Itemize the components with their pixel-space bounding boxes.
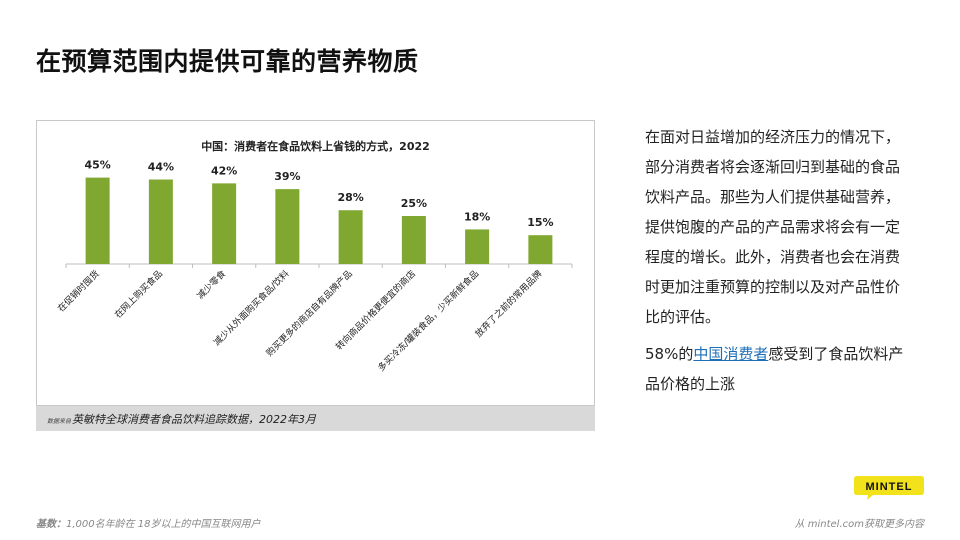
note-suffix: 感受到了食品饮料产品价格的上涨 [645, 345, 904, 393]
data-label: 42% [211, 164, 237, 177]
chart-panel: 中国：消费者在食品饮料上省钱的方式，2022 45% 在促销时囤货 44% 在网上购买… [36, 120, 595, 406]
base-text: 1,000名年龄在 18岁以上的中国互联网用户 [66, 519, 261, 530]
data-label: 28% [337, 191, 363, 204]
logo-speech-bubble [854, 476, 924, 500]
slide-title: 在预算范围内提供可靠的营养物质 [36, 47, 419, 76]
category-label: 多买冷冻/罐装食品，少买新鲜食品 [375, 268, 481, 374]
data-label: 45% [84, 159, 110, 172]
chart-title: 中国：消费者在食品饮料上省钱的方式，2022 [201, 140, 430, 153]
bar [212, 183, 237, 264]
mintel-logo[interactable]: MINTEL [853, 473, 925, 501]
base-note: 基数：1,000名年龄在 18岁以上的中国互联网用户 [36, 515, 261, 530]
side-note: 58%的中国消费者感受到了食品饮料产品价格的上涨 [645, 339, 910, 399]
bar [401, 216, 426, 264]
bar-chart: 45%在促销时囤货44%在网上购买食品42%减少零食39%减少从外面购买食品/饮… [55, 159, 573, 374]
category-label: 放弃了之前的常用品牌 [472, 268, 544, 340]
bar [275, 189, 300, 264]
logo-text: MINTEL [866, 481, 913, 493]
bar [148, 179, 173, 264]
category-label: 在网上购买食品 [112, 268, 165, 321]
category-label: 减少零食 [194, 268, 228, 302]
consumer-link[interactable]: 中国消费者 [693, 345, 769, 363]
data-label: 25% [401, 197, 427, 210]
side-paragraph: 在面对日益增加的经济压力的情况下，部分消费者将会逐渐回归到基础的食品饮料产品。那… [645, 128, 901, 326]
source-text: 英敏特全球消费者食品饮料追踪数据，2022年3月 [72, 413, 317, 426]
source-note: 数据来自英敏特全球消费者食品饮料追踪数据，2022年3月 [36, 406, 595, 431]
bar [465, 229, 490, 264]
source-prefix: 数据来自 [47, 418, 72, 425]
data-label: 44% [148, 161, 174, 174]
data-label: 15% [527, 216, 553, 229]
category-label: 在促销时囤货 [55, 268, 102, 315]
note-prefix: 58%的 [645, 345, 694, 363]
bar [528, 235, 553, 264]
data-label: 39% [274, 170, 300, 183]
data-label: 18% [464, 210, 490, 223]
more-content-note: 从 mintel.com获取更多内容 [794, 519, 924, 530]
bar [338, 210, 363, 264]
bar [85, 177, 110, 264]
base-label: 基数： [36, 519, 66, 530]
